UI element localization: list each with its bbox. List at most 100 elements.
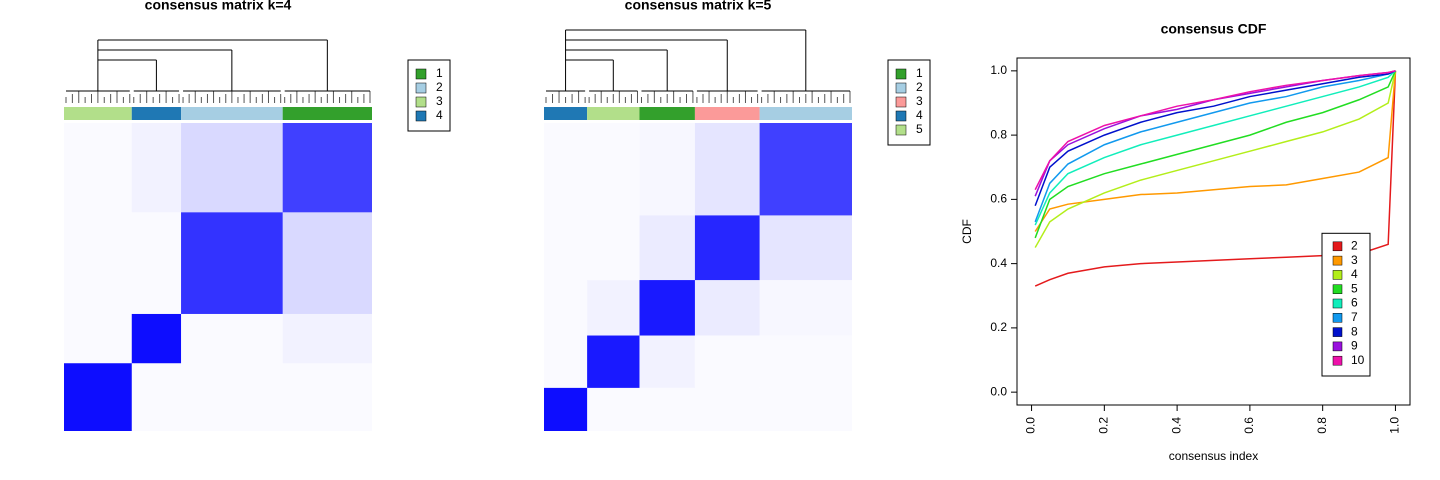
consensus-cell (694, 123, 760, 216)
consensus-cell (544, 215, 587, 280)
legend-swatch (415, 110, 427, 122)
cdf-line (1034, 70, 1396, 191)
consensus-cell (131, 313, 182, 364)
consensus-cell (282, 313, 372, 364)
legend-swatch (895, 68, 907, 80)
legend-swatch (1332, 255, 1343, 266)
consensus-cell (587, 388, 639, 431)
legend-swatch (895, 82, 907, 94)
cluster-bar (544, 107, 588, 120)
consensus-cell (64, 314, 132, 363)
y-tick-label: 0.6 (990, 192, 1007, 206)
legend-swatch (1332, 298, 1343, 309)
legend-label: 1 (916, 66, 923, 80)
cdf-line (1034, 70, 1397, 248)
consensus-cell (587, 335, 640, 388)
y-tick-label: 0.8 (990, 127, 1007, 141)
legend-swatch (895, 96, 907, 108)
cluster-bar (282, 107, 372, 120)
y-tick-label: 1.0 (990, 63, 1007, 77)
cluster-bar (587, 107, 640, 120)
consensus-cell (695, 388, 760, 431)
consensus-cell (544, 123, 587, 215)
consensus-cell (181, 314, 283, 363)
consensus-cell (131, 123, 182, 213)
cluster-bar (131, 107, 182, 120)
chart-title: consensus CDF (1161, 21, 1267, 37)
consensus-cell (639, 215, 695, 281)
legend-label: 1 (436, 66, 443, 80)
legend-swatch (415, 82, 427, 94)
legend-swatch (1332, 355, 1343, 366)
legend-label: 7 (1351, 310, 1358, 324)
consensus-cell (544, 336, 587, 388)
consensus-cell (694, 215, 760, 281)
consensus-cell (132, 363, 181, 431)
legend-label: 3 (436, 94, 443, 108)
plot-box (1016, 57, 1411, 406)
y-axis-label: CDF (960, 219, 974, 244)
legend-label: 2 (916, 80, 923, 94)
y-tick-label: 0.0 (990, 384, 1007, 398)
legend-swatch (1332, 327, 1343, 337)
x-tick-label: 0.8 (1315, 417, 1329, 434)
consensus-cell (64, 212, 132, 314)
consensus-cell (639, 335, 695, 388)
legend-swatch (1332, 270, 1343, 280)
x-tick-label: 0.4 (1169, 417, 1183, 434)
legend-swatch (895, 110, 907, 122)
legend-label: 6 (1351, 296, 1358, 310)
consensus-cell (695, 336, 760, 388)
consensus-cell (639, 123, 694, 215)
legend-label: 4 (436, 108, 443, 122)
x-tick-label: 0.2 (1097, 417, 1111, 434)
consensus-cell (639, 388, 694, 431)
legend-box (407, 59, 451, 132)
y-tick-label: 0.4 (990, 256, 1007, 270)
cdf-line (1034, 70, 1397, 239)
legend-label: 5 (1351, 281, 1358, 295)
consensus-cell (181, 212, 283, 314)
consensus-cell (694, 280, 760, 336)
legend-swatch (1332, 284, 1343, 294)
cdf-line (1034, 70, 1396, 223)
legend-swatch (895, 124, 907, 136)
chart-title: consensus matrix k=5 (625, 0, 772, 13)
consensus-cell (587, 123, 639, 215)
consensus-cell (759, 123, 852, 216)
consensus-cell (282, 123, 372, 213)
consensus-cell (64, 123, 132, 212)
y-tick-label: 0.2 (990, 320, 1007, 334)
legend-label: 2 (436, 80, 443, 94)
cluster-bar (181, 107, 283, 120)
cdf-line (1034, 70, 1396, 226)
consensus-cell (283, 363, 372, 431)
cdf-line (1034, 70, 1397, 232)
legend-box (887, 59, 931, 146)
cluster-bar (694, 107, 760, 120)
legend-swatch (415, 96, 427, 108)
consensus-cell (544, 280, 587, 335)
consensus-cell (760, 388, 852, 431)
cdf-line (1034, 70, 1396, 197)
legend-label: 2 (1351, 238, 1358, 252)
legend-label: 3 (916, 94, 923, 108)
chart-title: consensus matrix k=4 (145, 0, 292, 13)
cdf-line (1034, 70, 1396, 207)
cluster-bar (759, 107, 852, 120)
consensus-cell (544, 387, 588, 431)
legend-label: 10 (1351, 353, 1365, 367)
legend-label: 5 (916, 122, 923, 136)
consensus-cell (639, 280, 695, 336)
x-tick-label: 1.0 (1388, 417, 1402, 434)
legend-swatch (1332, 341, 1343, 352)
legend-swatch (415, 68, 427, 80)
legend-label: 4 (916, 108, 923, 122)
legend-label: 4 (1351, 267, 1358, 281)
legend-swatch (1332, 241, 1343, 252)
consensus-cell (759, 215, 852, 281)
cluster-bar (639, 107, 695, 120)
consensus-cell (181, 123, 283, 213)
cluster-bar (64, 107, 132, 120)
